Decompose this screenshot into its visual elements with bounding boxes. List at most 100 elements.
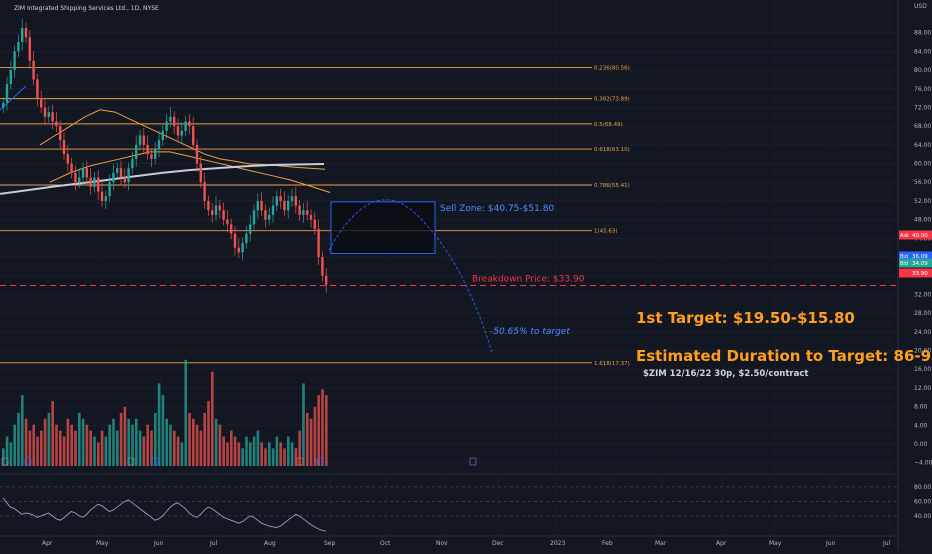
- volume-bar: [21, 395, 24, 466]
- price-badge-tag: Bid: [900, 261, 908, 267]
- time-tick-label: Feb: [602, 540, 613, 547]
- volume-bar: [89, 430, 92, 466]
- volume-bar: [2, 448, 5, 466]
- candles: [2, 18, 328, 293]
- price-tick-label: 0.00: [914, 441, 928, 448]
- volume-bar: [62, 436, 66, 466]
- price-tick-label: 72.00: [914, 104, 931, 111]
- candle: [184, 121, 187, 131]
- volume-bar: [222, 436, 225, 466]
- volume-bar: [51, 401, 54, 466]
- candle: [321, 257, 324, 276]
- candle: [43, 107, 47, 117]
- volume-bar: [13, 424, 16, 466]
- candle: [298, 205, 301, 215]
- candle: [275, 196, 278, 206]
- candle: [249, 224, 252, 234]
- candle: [192, 126, 195, 145]
- volume-bar: [123, 407, 127, 466]
- volume-bar: [294, 448, 298, 466]
- options-text: $ZIM 12/16/22 30p, $2.50/contract: [643, 369, 808, 379]
- fib-label: 1(45.63): [594, 229, 618, 235]
- volume-bar: [180, 442, 184, 466]
- candle: [176, 126, 180, 136]
- candle: [271, 205, 275, 215]
- candle: [81, 168, 85, 178]
- candle: [230, 224, 233, 234]
- time-tick-label: 2023: [550, 540, 565, 547]
- volume-bar: [150, 430, 153, 466]
- candle: [161, 130, 164, 141]
- time-axis[interactable]: Apr May Jun Jul Aug Sep Oct Nov Dec 2023 Feb Mar Apr…: [42, 540, 891, 547]
- volume-bars: [2, 359, 328, 466]
- volume-bar: [119, 412, 123, 466]
- candle: [119, 168, 123, 178]
- price-tick-label: 84.00: [914, 48, 931, 55]
- candle: [287, 200, 290, 211]
- sell-zone-label: Sell Zone: $40.75-$51.80: [440, 204, 554, 214]
- volume-bar: [192, 418, 195, 466]
- volume-bar: [85, 424, 89, 466]
- time-tick-label: Jul: [882, 540, 891, 547]
- price-axis[interactable]: 88.00 84.00 80.00 76.00 72.00 68.00 64.00 60.00…: [899, 30, 932, 520]
- event-marker: [1, 457, 9, 466]
- volume-bar: [36, 436, 39, 466]
- candle: [55, 121, 58, 127]
- time-tick-label: Mar: [655, 540, 667, 547]
- event-marker: [24, 457, 32, 466]
- candle: [268, 214, 271, 220]
- volume-bar: [59, 430, 62, 466]
- candle: [97, 177, 100, 192]
- volume-bar: [32, 424, 35, 466]
- candle: [135, 144, 138, 159]
- volume-bar: [138, 430, 142, 466]
- event-marker: [316, 457, 324, 466]
- rsi-line: [2, 497, 327, 532]
- volume-bar: [268, 442, 271, 466]
- volume-bar: [116, 430, 119, 466]
- candle: [157, 140, 161, 150]
- volume-bar: [275, 436, 279, 466]
- volume-bar: [47, 412, 51, 466]
- candle: [28, 37, 31, 61]
- time-tick-label: Jun: [153, 540, 164, 547]
- ma-line-blue: [0, 85, 27, 111]
- grid: [0, 0, 899, 550]
- price-tick-label: 4.00: [914, 422, 928, 429]
- candle: [325, 275, 328, 285]
- volume-bar: [108, 424, 111, 466]
- volume-bar: [5, 436, 9, 466]
- volume-bar: [207, 401, 210, 466]
- candle: [123, 177, 126, 183]
- volume-bar: [135, 418, 138, 466]
- volume-bar: [24, 418, 28, 466]
- candle: [180, 130, 183, 136]
- candle: [100, 191, 104, 201]
- candle: [260, 200, 263, 211]
- ma-line-orange-slow: [49, 151, 331, 193]
- candle: [89, 177, 92, 187]
- price-badge-value: 40.00: [912, 233, 928, 239]
- sell-zone-box: [330, 201, 436, 255]
- volume-bar: [97, 442, 100, 466]
- candle: [245, 233, 248, 243]
- volume-bar: [214, 418, 218, 466]
- time-tick-label: Jun: [825, 540, 836, 547]
- volume-bar: [81, 418, 85, 466]
- price-badge-value: 36.09: [912, 254, 928, 260]
- projection-label: -50.65% to target: [490, 327, 570, 337]
- candle: [51, 112, 54, 122]
- price-tick-label: 16.00: [914, 366, 931, 373]
- volume-bar: [127, 418, 130, 466]
- candle: [150, 154, 153, 159]
- annotations: Sell Zone: $40.75-$51.80 Breakdown Price:…: [0, 199, 898, 466]
- candle: [108, 182, 111, 197]
- price-tick-label: 12.00: [914, 385, 931, 392]
- time-tick-label: Aug: [264, 540, 276, 547]
- volume-bar: [313, 407, 317, 466]
- time-tick-label: May: [96, 540, 109, 547]
- candle: [74, 172, 77, 183]
- candle: [36, 79, 39, 99]
- price-tick-label: 24.00: [914, 329, 931, 336]
